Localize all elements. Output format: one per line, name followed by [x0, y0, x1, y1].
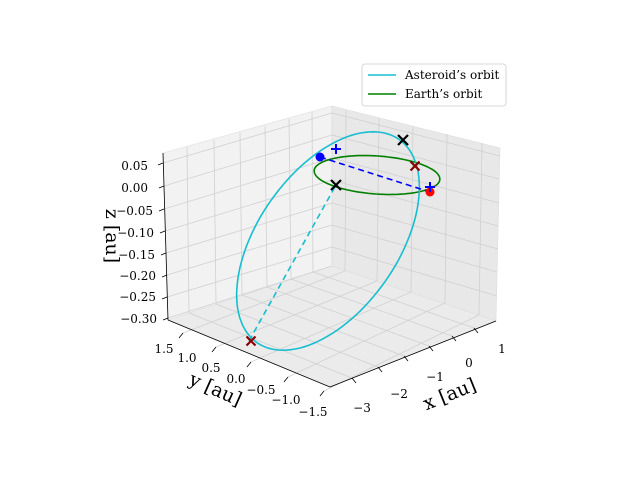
y-tick-label: −1.5: [298, 405, 327, 419]
y-tick-label: −1.0: [271, 393, 300, 407]
y-tick-label: −0.5: [246, 383, 275, 397]
x-tick-label: 0: [465, 356, 473, 370]
z-tick-label: 0.00: [121, 181, 148, 195]
x-tick-label: −1: [426, 370, 444, 384]
z-tick-label: −0.05: [116, 204, 153, 218]
axis-edges: [157, 152, 497, 397]
x-tick-label: 1: [498, 342, 506, 356]
z-tick-label: 0.05: [121, 159, 148, 173]
x-tick-labels: −3 −2 −1 0 1: [353, 342, 506, 415]
darkred-x-marker: [245, 335, 257, 347]
y-axis-line: [167, 319, 331, 388]
black-x-marker: [330, 179, 342, 191]
grid-lines: [162, 109, 501, 392]
z-axis-label: z [au]: [101, 209, 123, 263]
blue-circle-marker: [315, 152, 325, 162]
z-tick-labels: 0.05 0.00 −0.05 −0.10 −0.15 −0.20 −0.25 …: [116, 159, 157, 326]
darkred-x-marker: [409, 160, 421, 172]
blue-plus-marker: [425, 182, 435, 192]
z-tick-label: −0.20: [119, 269, 156, 283]
x-axis-line: [329, 320, 497, 388]
x-tick-label: −3: [353, 401, 371, 415]
z-tick-label: −0.10: [117, 226, 154, 240]
data-layer: [235, 130, 441, 352]
y-tick-label: 1.5: [154, 342, 173, 356]
black-x-marker: [397, 134, 409, 146]
x-tick-label: −2: [390, 387, 408, 401]
legend-label-asteroid: Asteroid’s orbit: [404, 68, 499, 82]
z-axis-line: [162, 152, 169, 321]
legend-label-earth: Earth’s orbit: [405, 87, 482, 101]
z-tick-label: −0.15: [118, 248, 155, 262]
legend: Asteroid’s orbit Earth’s orbit: [361, 63, 507, 107]
asteroid-orbit-line: [235, 130, 421, 352]
z-tick-label: −0.25: [119, 290, 156, 304]
blue-plus-marker: [331, 144, 341, 154]
y-tick-labels: 1.5 1.0 0.5 0.0 −0.5 −1.0 −1.5: [154, 342, 327, 419]
y-tick-label: 0.0: [226, 372, 245, 386]
z-tick-label: −0.30: [120, 312, 157, 326]
earth-orbit-line: [313, 154, 441, 196]
legend-box: [361, 63, 507, 107]
y-tick-label: 0.5: [201, 361, 220, 375]
y-tick-label: 1.0: [177, 351, 196, 365]
